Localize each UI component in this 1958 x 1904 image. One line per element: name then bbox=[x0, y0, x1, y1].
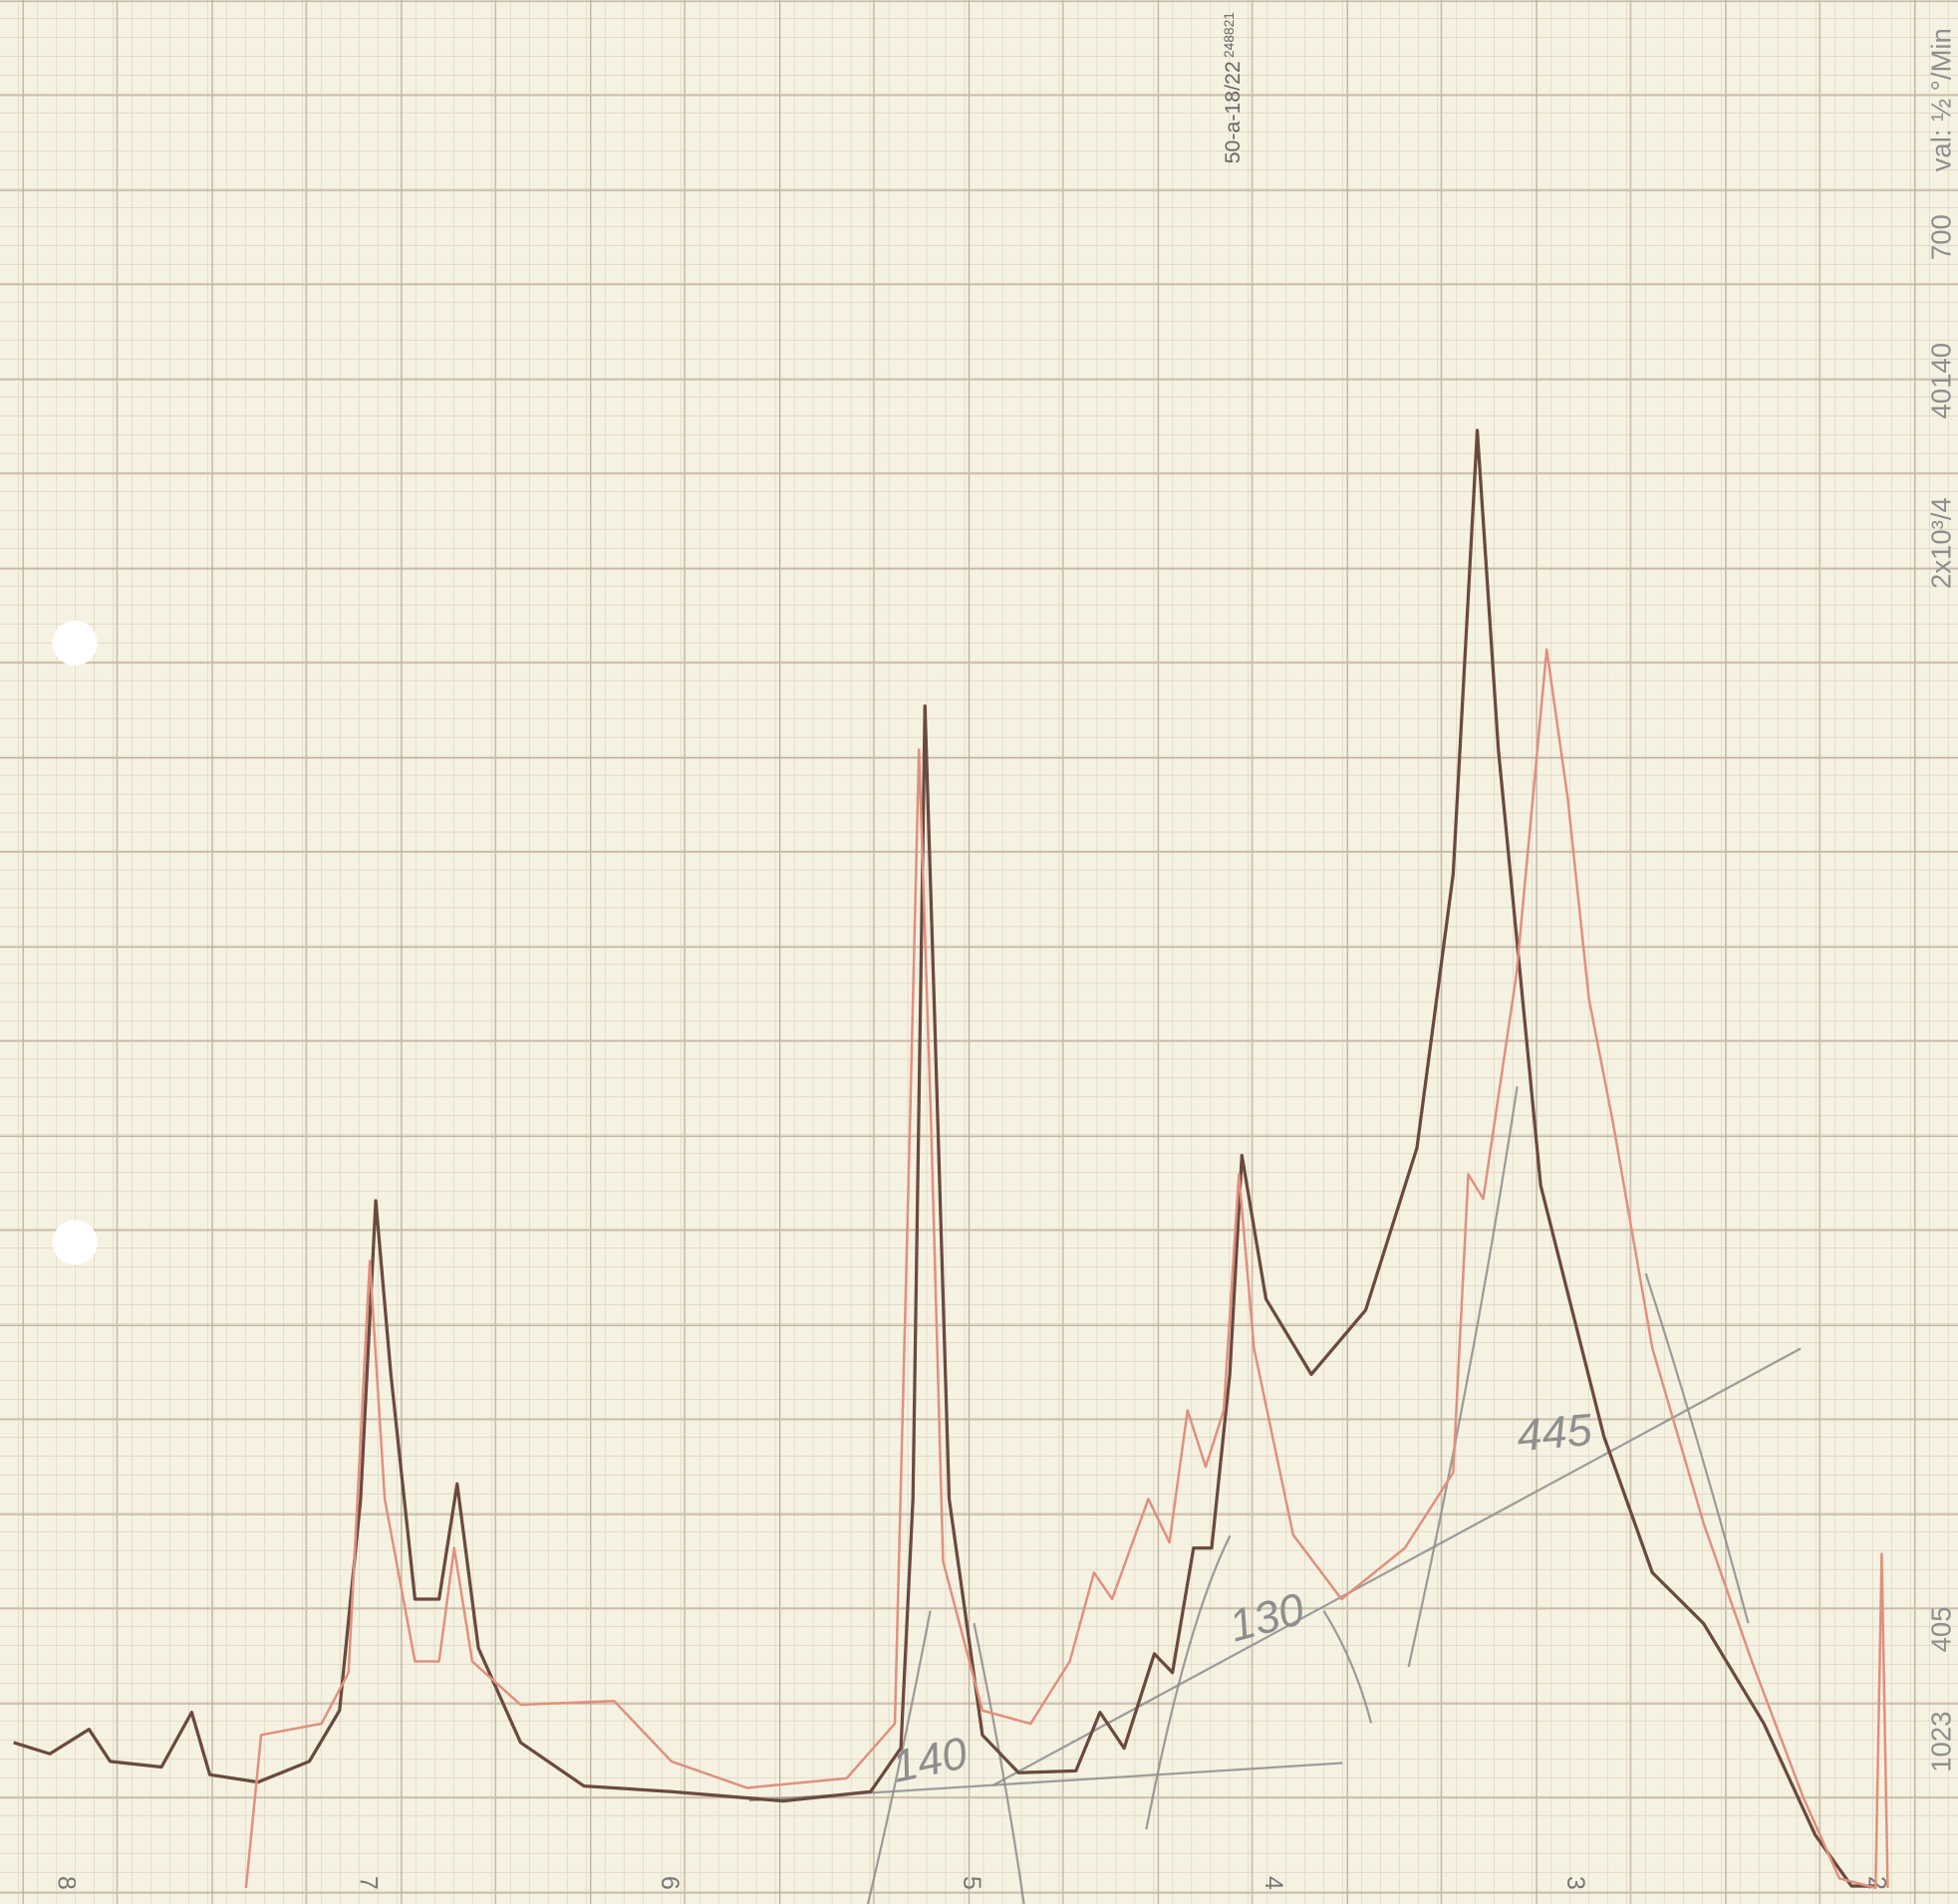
pencil-curve bbox=[1644, 1272, 1750, 1624]
margin-note: 50-a-18/22 bbox=[1221, 61, 1245, 163]
pencil-curve bbox=[1322, 1610, 1373, 1724]
pencil-curve bbox=[973, 1622, 1025, 1904]
punch-hole bbox=[52, 1220, 98, 1265]
margin-note: 405 bbox=[1925, 1606, 1956, 1652]
margin-note: 700 bbox=[1925, 214, 1956, 260]
pencil-curve bbox=[1145, 1534, 1232, 1830]
spectrum-trace bbox=[244, 648, 1889, 1890]
margin-note: 1023 bbox=[1925, 1712, 1956, 1772]
x-tick-label: 5 bbox=[958, 1876, 985, 1890]
margin-note: 2x10³/4 bbox=[1925, 497, 1956, 589]
punch-hole bbox=[52, 620, 98, 666]
pencil-curve bbox=[1407, 1086, 1519, 1668]
pencil-annotation: 445 bbox=[1515, 1404, 1594, 1461]
x-tick-label: 3 bbox=[1561, 1876, 1589, 1890]
pencil-line bbox=[991, 1347, 1802, 1787]
x-tick-label: 6 bbox=[656, 1876, 684, 1890]
pencil-curve bbox=[866, 1610, 932, 1904]
pencil-marks bbox=[748, 1086, 1802, 1904]
x-tick-label: 4 bbox=[1259, 1876, 1287, 1890]
margin-note: val: ½ °/Min bbox=[1925, 28, 1956, 171]
x-tick-label: 7 bbox=[354, 1876, 382, 1890]
spectrum-trace bbox=[13, 428, 1876, 1888]
margin-note: 40140 bbox=[1925, 343, 1956, 419]
margin-note: 248821 bbox=[1222, 12, 1237, 58]
x-tick-label: 8 bbox=[52, 1876, 80, 1890]
